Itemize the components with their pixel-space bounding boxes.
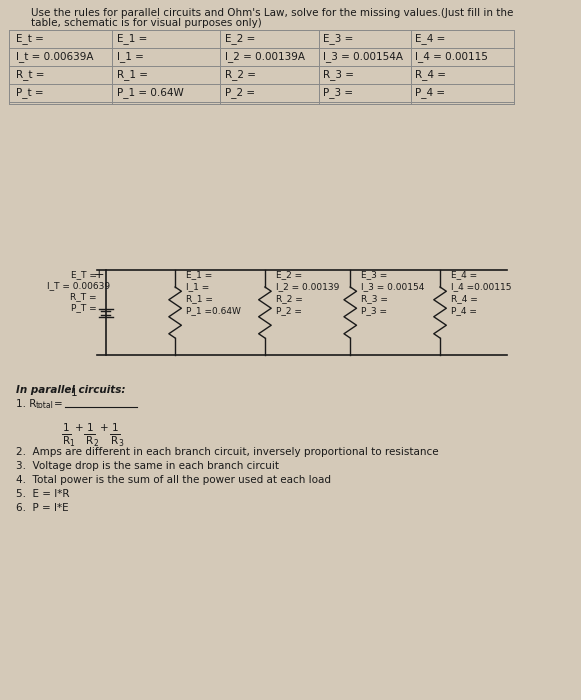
Text: E_3 =: E_3 = (361, 270, 388, 279)
Text: R_T =: R_T = (70, 293, 97, 302)
Text: R_4 =: R_4 = (451, 295, 478, 304)
Text: 1. R: 1. R (16, 399, 37, 409)
Text: R_2 =: R_2 = (276, 295, 303, 304)
Text: +: + (100, 423, 109, 433)
Text: R_3 =: R_3 = (361, 295, 388, 304)
Text: I_1 =: I_1 = (186, 283, 209, 291)
Text: +: + (75, 423, 83, 433)
Text: I_2 = 0.00139: I_2 = 0.00139 (276, 283, 339, 291)
Text: E_2 =: E_2 = (224, 34, 255, 45)
Text: 1: 1 (87, 423, 93, 433)
Text: R: R (86, 436, 94, 446)
Text: P_3 =: P_3 = (361, 307, 387, 316)
Text: 3.  Voltage drop is the same in each branch circuit: 3. Voltage drop is the same in each bran… (16, 461, 279, 471)
Text: 2.  Amps are different in each branch circuit, inversely proportional to resista: 2. Amps are different in each branch cir… (16, 447, 439, 457)
Text: R_t =: R_t = (16, 69, 45, 80)
Text: 6.  P = I*E: 6. P = I*E (16, 503, 69, 513)
Text: E_4 =: E_4 = (451, 270, 477, 279)
Text: 1: 1 (70, 388, 77, 398)
Text: I_2 = 0.00139A: I_2 = 0.00139A (224, 52, 304, 62)
Text: 3: 3 (119, 439, 124, 448)
Text: P_T =: P_T = (71, 304, 96, 312)
Text: R_2 =: R_2 = (224, 69, 256, 80)
Text: total: total (36, 401, 54, 410)
Text: P_1 =0.64W: P_1 =0.64W (186, 307, 241, 316)
Text: =: = (54, 399, 63, 409)
Text: 1: 1 (70, 439, 74, 448)
Text: R_4 =: R_4 = (415, 69, 446, 80)
Text: E_4 =: E_4 = (415, 34, 445, 45)
Text: 2: 2 (94, 439, 98, 448)
Text: E_T =: E_T = (70, 270, 96, 279)
Text: P_2 =: P_2 = (224, 88, 254, 99)
Text: P_4 =: P_4 = (415, 88, 445, 99)
Text: E_1 =: E_1 = (117, 34, 147, 45)
Text: R_1 =: R_1 = (117, 69, 148, 80)
Text: R_1 =: R_1 = (186, 295, 213, 304)
Text: I_4 = 0.00115: I_4 = 0.00115 (415, 52, 488, 62)
Text: R: R (112, 436, 119, 446)
Text: I_T = 0.00639: I_T = 0.00639 (48, 281, 110, 290)
Text: P_t =: P_t = (16, 88, 44, 99)
Text: table, schematic is for visual purposes only): table, schematic is for visual purposes … (31, 18, 262, 28)
Text: In parallel circuits:: In parallel circuits: (16, 385, 125, 395)
Text: 5.  E = I*R: 5. E = I*R (16, 489, 70, 499)
Text: E_1 =: E_1 = (186, 270, 212, 279)
Text: 1: 1 (112, 423, 119, 433)
Text: 4.  Total power is the sum of all the power used at each load: 4. Total power is the sum of all the pow… (16, 475, 331, 485)
Text: R: R (63, 436, 70, 446)
Text: R_3 =: R_3 = (323, 69, 354, 80)
Text: P_4 =: P_4 = (451, 307, 476, 316)
Text: P_2 =: P_2 = (276, 307, 302, 316)
Text: I_3 = 0.00154A: I_3 = 0.00154A (323, 52, 403, 62)
Text: E_2 =: E_2 = (276, 270, 302, 279)
Text: I_4 =0.00115: I_4 =0.00115 (451, 283, 511, 291)
Text: 1: 1 (63, 423, 70, 433)
Text: I_t = 0.00639A: I_t = 0.00639A (16, 52, 94, 62)
Text: P_1 = 0.64W: P_1 = 0.64W (117, 88, 184, 99)
Text: E_3 =: E_3 = (323, 34, 354, 45)
Text: E_t =: E_t = (16, 34, 44, 45)
Text: I_1 =: I_1 = (117, 52, 144, 62)
Text: P_3 =: P_3 = (323, 88, 353, 99)
Text: Use the rules for parallel circuits and Ohm's Law, solve for the missing values.: Use the rules for parallel circuits and … (31, 8, 514, 18)
Text: I_3 = 0.00154: I_3 = 0.00154 (361, 283, 424, 291)
Text: +: + (94, 269, 104, 281)
